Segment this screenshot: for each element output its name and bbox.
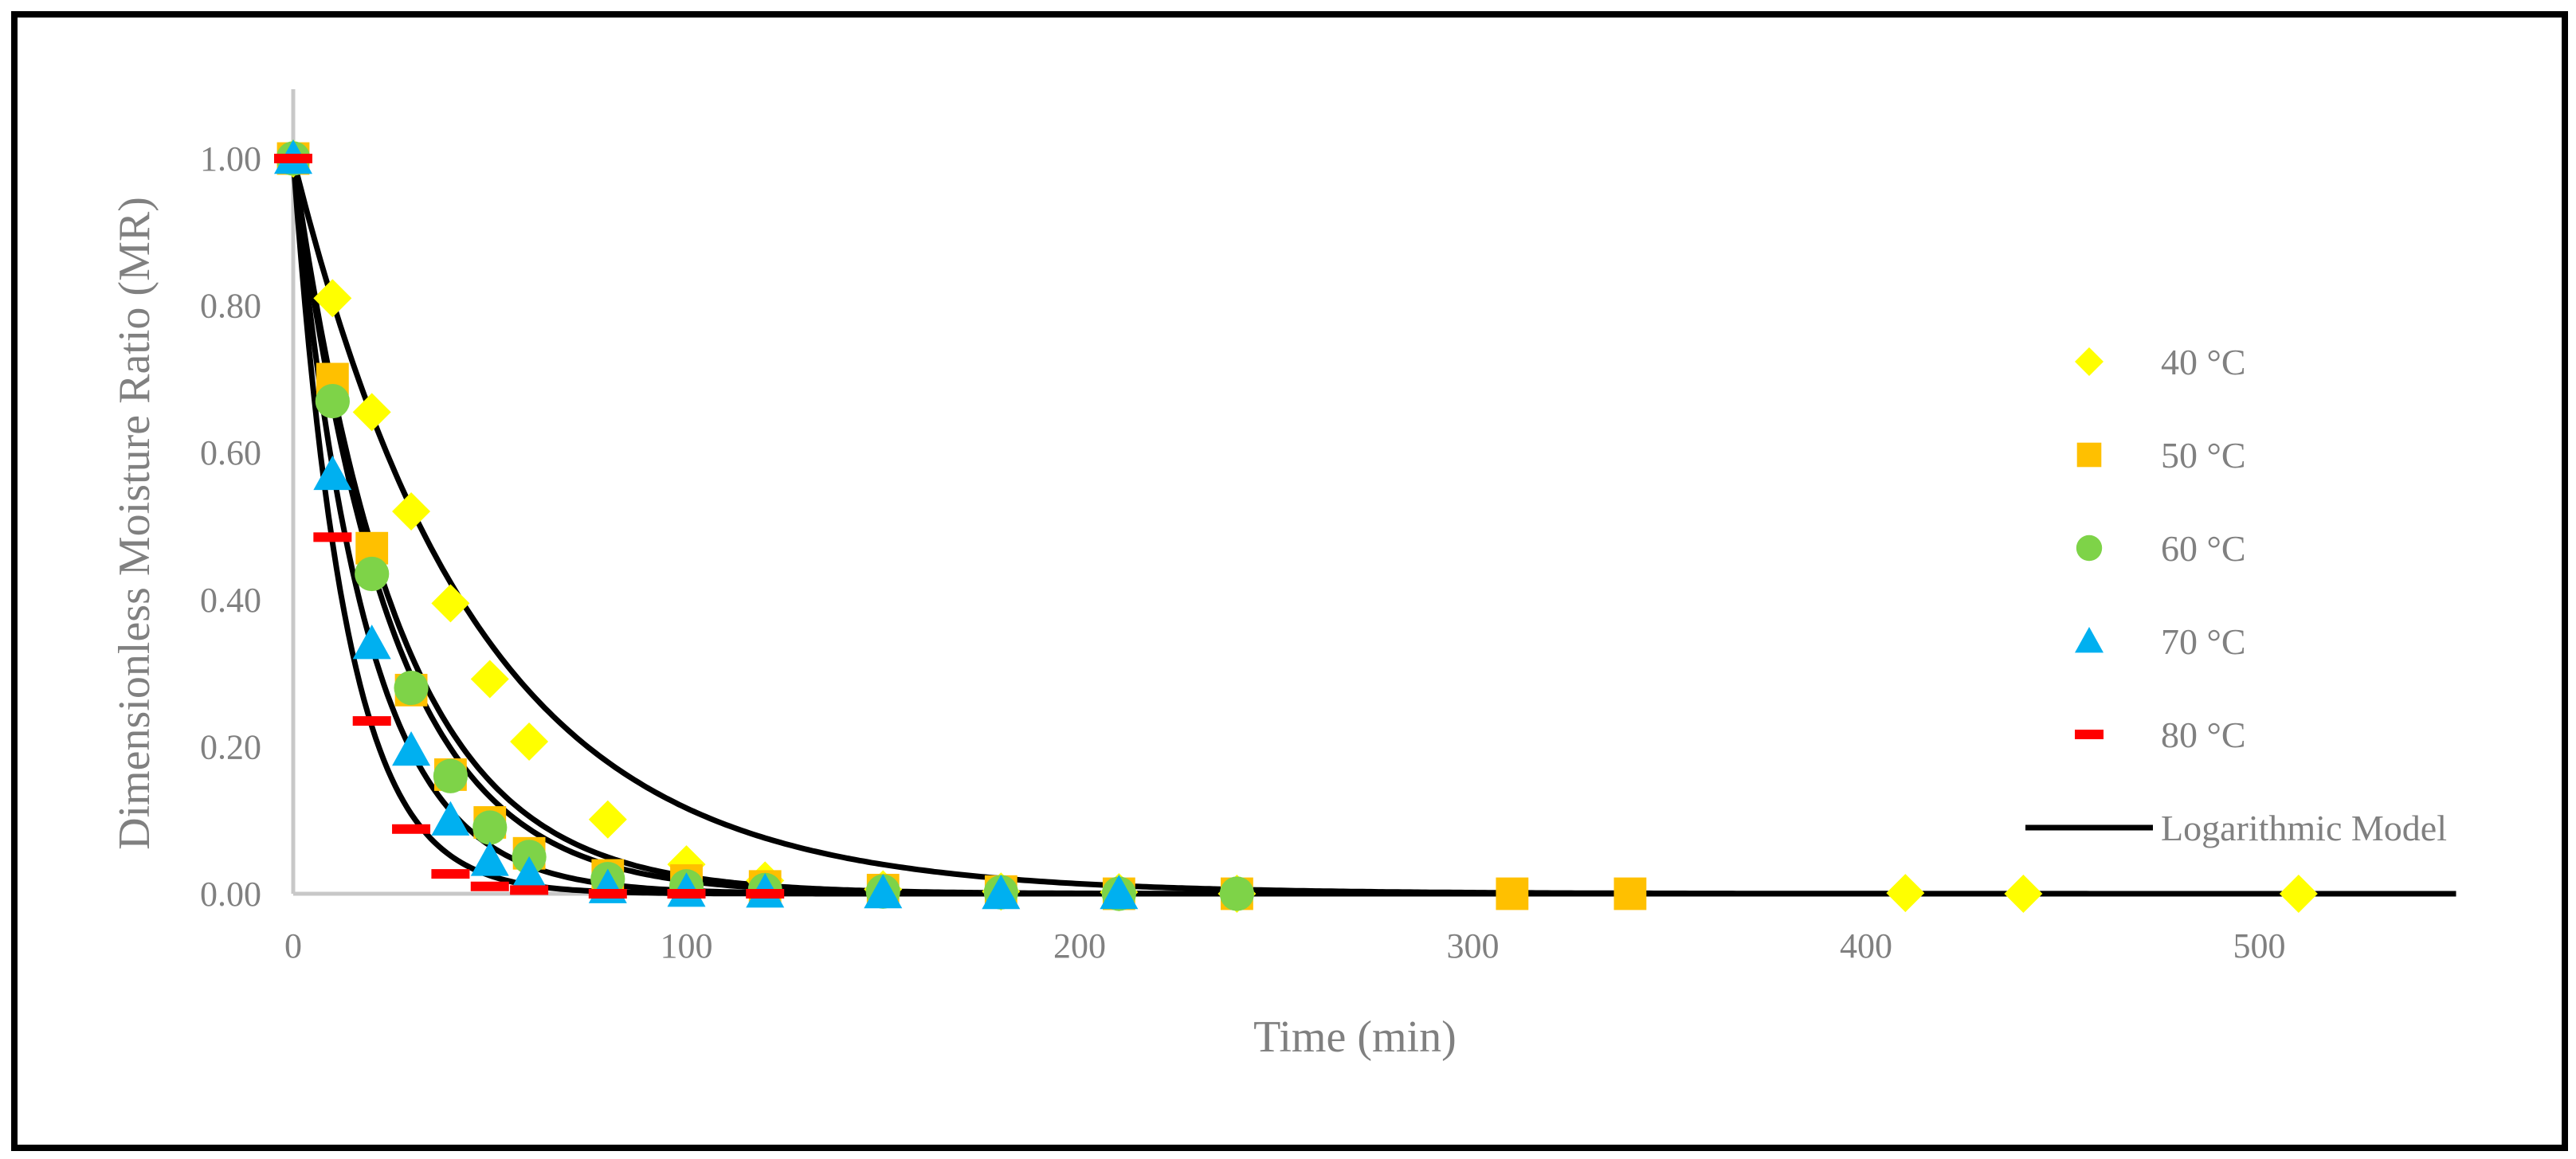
data-point	[982, 875, 1021, 910]
x-tick-label: 400	[1840, 926, 1892, 965]
data-point	[352, 716, 391, 726]
data-point	[472, 810, 508, 845]
data-point	[431, 584, 470, 623]
series-diamond	[274, 139, 2318, 913]
data-point	[667, 889, 706, 899]
y-tick-label: 1.00	[200, 139, 261, 178]
y-tick-label: 0.80	[200, 287, 261, 326]
data-point	[315, 383, 350, 419]
legend-label: 80 °C	[2161, 715, 2246, 755]
legend-marker	[2075, 627, 2104, 653]
data-point	[313, 455, 352, 491]
data-point	[313, 279, 352, 318]
data-point	[433, 758, 469, 793]
data-point	[352, 393, 391, 432]
legend-marker	[2076, 534, 2103, 562]
x-tick-label: 200	[1053, 926, 1106, 965]
model-curve-2	[290, 158, 2456, 897]
data-point	[2004, 875, 2043, 913]
y-tick-label: 0.40	[200, 581, 261, 620]
legend-label: 40 °C	[2161, 342, 2246, 382]
data-point	[1613, 877, 1647, 910]
data-point	[864, 874, 903, 909]
y-tick-label: 0.60	[200, 433, 261, 472]
data-point	[352, 625, 391, 660]
x-tick-label: 300	[1447, 926, 1500, 965]
x-tick-label: 100	[661, 926, 713, 965]
data-point	[510, 885, 549, 895]
series-triangle	[274, 139, 1139, 910]
legend-label: Logarithmic Model	[2161, 808, 2447, 848]
legend-marker	[2076, 442, 2102, 468]
model-curve-4	[290, 158, 2456, 897]
data-point	[510, 722, 549, 761]
data-point	[2279, 875, 2318, 913]
model-curves	[290, 158, 2456, 897]
data-point	[394, 670, 429, 706]
data-point	[1886, 874, 1925, 913]
model-curve-5	[290, 158, 2456, 897]
data-point	[510, 856, 549, 891]
chart-frame: 0.00 0.20 0.40 0.60 0.80 1.00 0 100 200 300 400 500…	[11, 11, 2568, 1151]
y-axis-title: Dimensionless Moisture Ratio (MR)	[110, 197, 159, 850]
data-point	[313, 532, 352, 542]
legend-marker	[2075, 347, 2104, 376]
data-point	[470, 660, 509, 699]
data-point	[431, 869, 470, 879]
data-point	[470, 841, 509, 876]
series-dash	[274, 154, 785, 899]
legend-label: 50 °C	[2161, 435, 2246, 476]
data-point	[431, 801, 470, 836]
legend: 40 °C 50 °C 60 °C 70 °C 80 °C Logarithmic Mod…	[2025, 342, 2447, 848]
x-tick-label: 0	[284, 926, 302, 965]
legend-marker	[2075, 730, 2104, 739]
data-point	[588, 800, 627, 839]
x-tick-label: 500	[2233, 926, 2286, 965]
series-square	[276, 142, 1647, 910]
data-point	[1100, 875, 1139, 910]
data-point	[392, 492, 431, 531]
model-curve-1	[290, 158, 2456, 897]
y-tick-label: 0.00	[200, 875, 261, 914]
tick-labels: 0.00 0.20 0.40 0.60 0.80 1.00 0 100 200 300 400 500	[200, 139, 2286, 965]
data-point	[274, 154, 312, 163]
data-point	[470, 881, 509, 891]
legend-label: 70 °C	[2161, 621, 2246, 662]
data-point	[1219, 876, 1254, 911]
data-point	[1496, 877, 1529, 910]
data-point	[588, 889, 627, 899]
model-curve-3	[290, 158, 2456, 897]
data-point	[746, 889, 785, 899]
data-points	[274, 139, 2318, 913]
drying-curve-chart: 0.00 0.20 0.40 0.60 0.80 1.00 0 100 200 300 400 500…	[110, 89, 2456, 1062]
data-point	[392, 731, 431, 766]
data-point	[392, 824, 431, 834]
y-tick-label: 0.20	[200, 727, 261, 766]
data-point	[355, 556, 390, 592]
axes	[291, 89, 2456, 896]
x-axis-title: Time (min)	[1253, 1012, 1457, 1062]
legend-label: 60 °C	[2161, 528, 2246, 569]
